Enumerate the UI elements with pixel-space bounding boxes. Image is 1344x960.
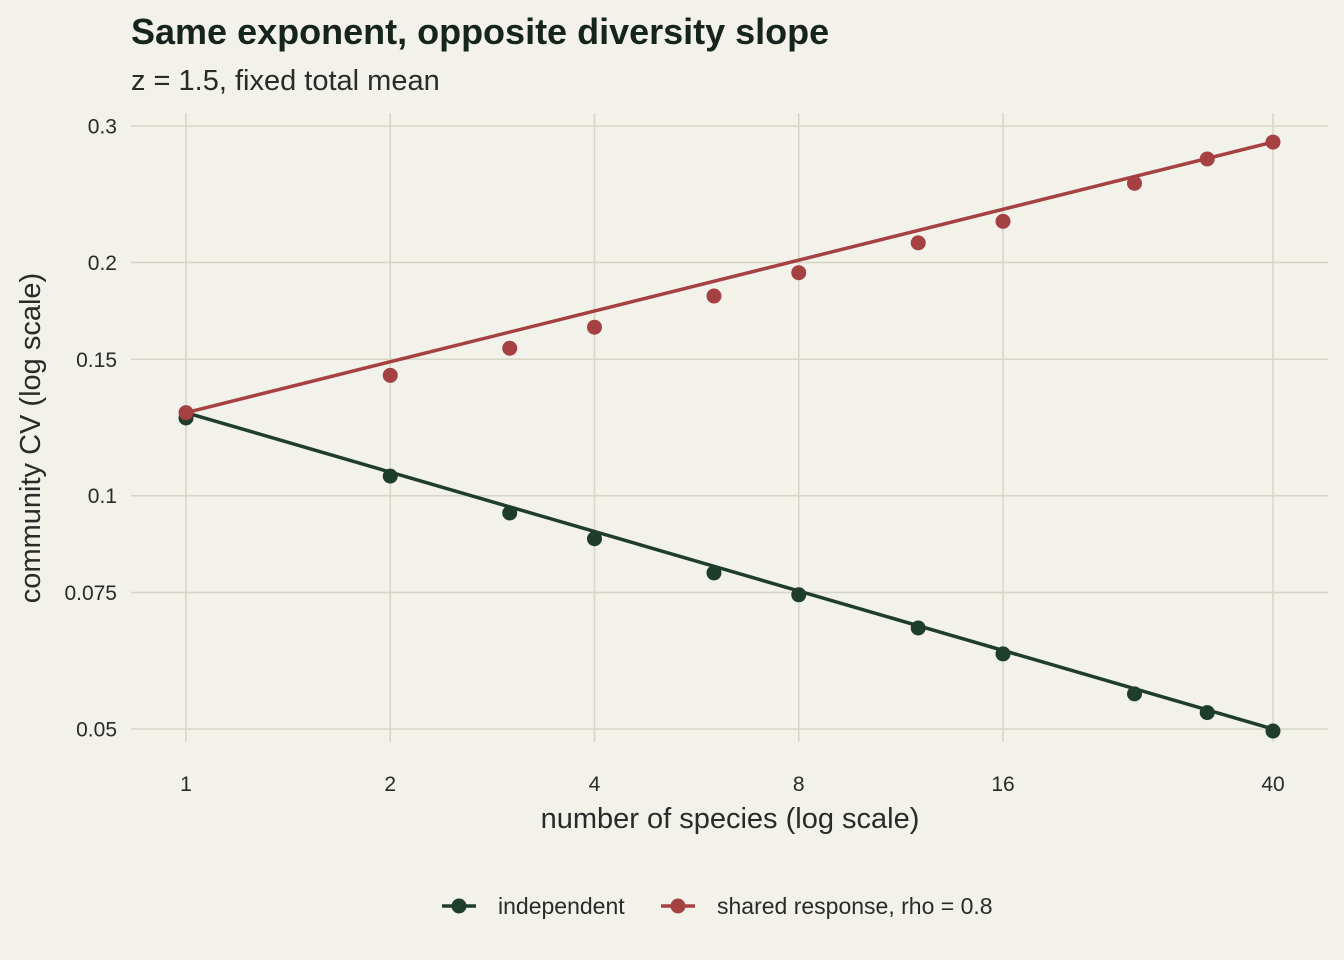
series-independent	[178, 410, 1281, 739]
data-point	[910, 235, 926, 251]
data-point	[1265, 134, 1281, 150]
data-point	[706, 565, 722, 581]
data-point	[178, 405, 194, 421]
x-axis-label: number of species (log scale)	[541, 803, 920, 835]
series-shared-response	[178, 134, 1281, 421]
legend-key-marker	[451, 898, 467, 914]
data-point	[502, 505, 518, 521]
data-point	[791, 265, 807, 281]
series-line	[185, 140, 1274, 415]
data-point	[1199, 705, 1215, 721]
data-point	[586, 319, 602, 335]
y-tick-label: 0.075	[64, 582, 117, 605]
legend-label: shared response, rho = 0.8	[717, 893, 993, 919]
x-tick-label: 8	[793, 773, 805, 796]
grid	[131, 113, 1328, 742]
y-tick-label: 0.05	[76, 719, 117, 742]
data-point	[910, 620, 926, 636]
legend-item: independent	[442, 893, 625, 919]
data-point	[1127, 175, 1143, 191]
y-tick-label: 0.2	[88, 252, 117, 275]
series-line	[185, 410, 1274, 731]
series-layer	[178, 134, 1281, 739]
chart-title: Same exponent, opposite diversity slope	[131, 11, 829, 52]
data-point	[502, 340, 518, 356]
y-axis-ticks: 0.05 0.075 0.1 0.15 0.2 0.3	[64, 116, 117, 742]
x-tick-label: 2	[384, 773, 396, 796]
data-point	[1127, 686, 1143, 702]
y-tick-label: 0.1	[88, 485, 117, 508]
x-tick-label: 16	[991, 773, 1014, 796]
legend-label: independent	[498, 893, 625, 919]
chart-subtitle: z = 1.5, fixed total mean	[131, 65, 440, 97]
data-point	[1199, 151, 1215, 167]
y-tick-label: 0.3	[88, 116, 117, 139]
x-tick-label: 40	[1261, 773, 1284, 796]
y-tick-label: 0.15	[76, 349, 117, 372]
x-axis-ticks: 1 2 4 8 16 40	[180, 773, 1285, 796]
data-point	[586, 531, 602, 547]
data-point	[995, 213, 1011, 229]
data-point	[1265, 723, 1281, 739]
data-point	[791, 587, 807, 603]
x-tick-label: 4	[589, 773, 601, 796]
x-tick-label: 1	[180, 773, 192, 796]
y-axis-label: community CV (log scale)	[15, 273, 47, 603]
legend: independent shared response, rho = 0.8	[442, 893, 993, 919]
data-point	[706, 288, 722, 304]
legend-key-marker	[670, 898, 686, 914]
data-point	[995, 646, 1011, 662]
data-point	[382, 367, 398, 383]
data-point	[382, 468, 398, 484]
legend-item: shared response, rho = 0.8	[661, 893, 993, 919]
